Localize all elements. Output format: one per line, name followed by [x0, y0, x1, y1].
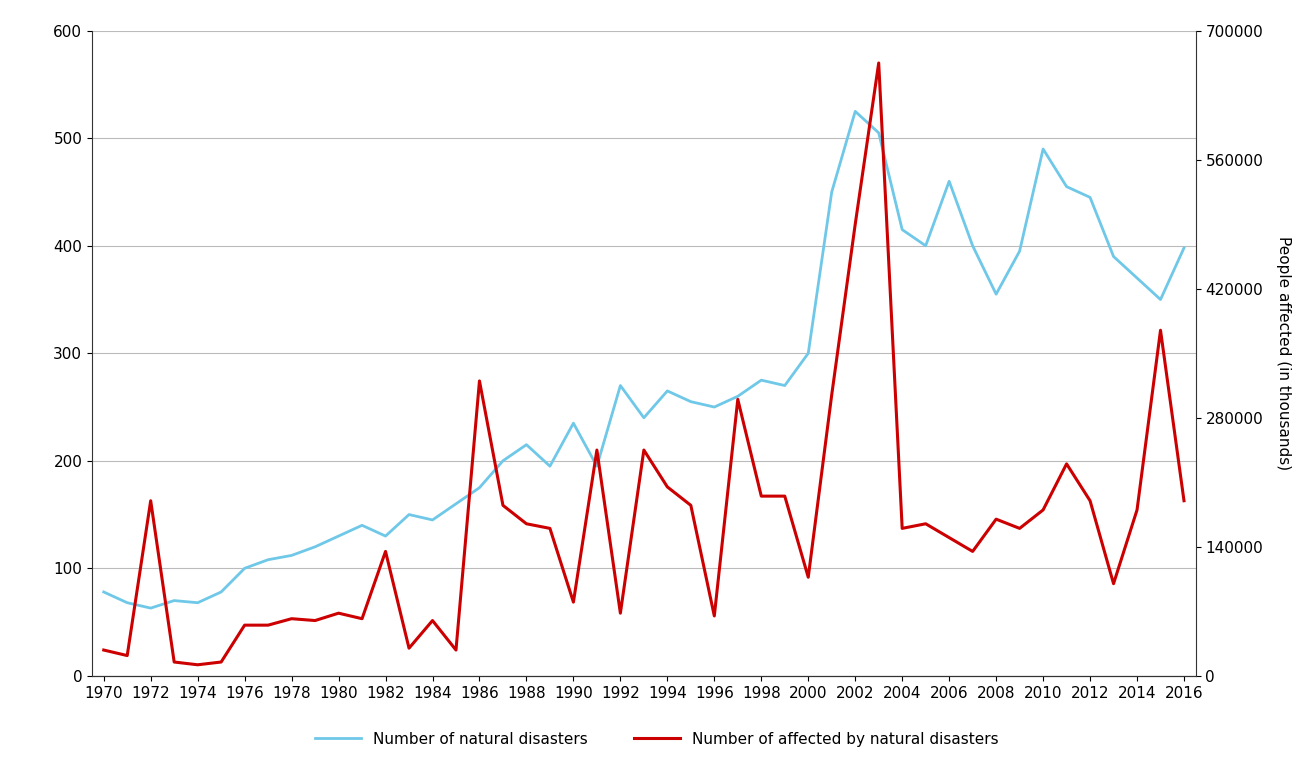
Number of natural disasters: [1176, 243, 1192, 253]
Number of natural disasters: [260, 555, 276, 564]
Number of natural disasters: [143, 604, 159, 613]
Number of affected by natural disasters: [660, 482, 675, 492]
Number of affected by natural disasters: [448, 645, 464, 654]
Number of affected by natural disasters: [1059, 459, 1075, 468]
Number of natural disasters: [96, 588, 112, 597]
Number of affected by natural disasters: [1176, 496, 1192, 505]
Number of affected by natural disasters: [636, 445, 652, 455]
Number of natural disasters: [1083, 193, 1099, 202]
Number of natural disasters: [495, 456, 511, 465]
Number of affected by natural disasters: [331, 608, 347, 617]
Number of natural disasters: [1152, 295, 1168, 304]
Number of affected by natural disasters: [988, 515, 1004, 524]
Number of affected by natural disasters: [167, 657, 183, 667]
Number of affected by natural disasters: [213, 657, 229, 667]
Number of natural disasters: [1012, 247, 1028, 256]
Number of affected by natural disasters: [800, 573, 816, 582]
Number of affected by natural disasters: [1035, 505, 1051, 515]
Number of affected by natural disasters: [895, 524, 911, 533]
Number of affected by natural disasters: [612, 608, 628, 617]
Number of affected by natural disasters: [1129, 505, 1144, 515]
Number of natural disasters: [167, 596, 183, 605]
Number of natural disasters: [941, 177, 957, 186]
Legend: Number of natural disasters, Number of affected by natural disasters: Number of natural disasters, Number of a…: [309, 726, 1005, 753]
Number of natural disasters: [189, 598, 205, 607]
Number of affected by natural disasters: [824, 390, 840, 399]
Number of natural disasters: [1129, 273, 1144, 283]
Number of natural disasters: [988, 290, 1004, 299]
Number of affected by natural disasters: [777, 492, 792, 501]
Number of natural disasters: [519, 440, 535, 449]
Number of affected by natural disasters: [589, 445, 604, 455]
Number of natural disasters: [237, 564, 252, 573]
Number of affected by natural disasters: [143, 496, 159, 505]
Number of natural disasters: [424, 515, 440, 525]
Number of natural disasters: [895, 225, 911, 234]
Number of affected by natural disasters: [260, 621, 276, 630]
Number of affected by natural disasters: [848, 220, 863, 229]
Number of affected by natural disasters: [543, 524, 558, 533]
Number of natural disasters: [284, 551, 300, 560]
Number of natural disasters: [683, 397, 699, 406]
Number of affected by natural disasters: [1083, 496, 1099, 505]
Number of natural disasters: [871, 128, 887, 137]
Number of natural disasters: [307, 542, 323, 551]
Number of natural disasters: [917, 241, 933, 250]
Number of natural disasters: [448, 499, 464, 508]
Number of affected by natural disasters: [401, 644, 417, 653]
Number of natural disasters: [331, 531, 347, 541]
Number of natural disasters: [1059, 182, 1075, 191]
Number of natural disasters: [707, 402, 723, 412]
Number of natural disasters: [848, 107, 863, 116]
Number of natural disasters: [472, 483, 487, 492]
Line: Number of affected by natural disasters: Number of affected by natural disasters: [104, 63, 1184, 665]
Number of affected by natural disasters: [917, 519, 933, 528]
Y-axis label: People affected (in thousands): People affected (in thousands): [1276, 237, 1292, 470]
Number of natural disasters: [589, 462, 604, 471]
Number of affected by natural disasters: [964, 547, 980, 556]
Number of affected by natural disasters: [237, 621, 252, 630]
Line: Number of natural disasters: Number of natural disasters: [104, 111, 1184, 608]
Number of affected by natural disasters: [96, 645, 112, 654]
Number of affected by natural disasters: [120, 651, 135, 660]
Number of natural disasters: [964, 241, 980, 250]
Number of natural disasters: [543, 462, 558, 471]
Number of natural disasters: [565, 419, 581, 428]
Number of natural disasters: [612, 381, 628, 390]
Number of natural disasters: [660, 386, 675, 396]
Number of natural disasters: [636, 413, 652, 422]
Number of natural disasters: [824, 187, 840, 197]
Number of affected by natural disasters: [284, 614, 300, 624]
Number of natural disasters: [1105, 252, 1121, 261]
Number of natural disasters: [355, 521, 371, 530]
Number of affected by natural disasters: [1012, 524, 1028, 533]
Number of affected by natural disasters: [519, 519, 535, 528]
Number of affected by natural disasters: [424, 616, 440, 625]
Number of affected by natural disasters: [1105, 579, 1121, 588]
Number of natural disasters: [777, 381, 792, 390]
Number of natural disasters: [1035, 144, 1051, 154]
Number of affected by natural disasters: [871, 58, 887, 68]
Number of affected by natural disasters: [189, 660, 205, 670]
Number of affected by natural disasters: [683, 501, 699, 510]
Number of affected by natural disasters: [753, 492, 769, 501]
Number of natural disasters: [213, 588, 229, 597]
Number of affected by natural disasters: [565, 598, 581, 607]
Number of natural disasters: [377, 531, 393, 541]
Number of affected by natural disasters: [707, 611, 723, 621]
Number of affected by natural disasters: [355, 614, 371, 624]
Number of natural disasters: [401, 510, 417, 519]
Number of affected by natural disasters: [729, 395, 745, 404]
Number of natural disasters: [753, 376, 769, 385]
Number of natural disasters: [800, 349, 816, 358]
Number of affected by natural disasters: [307, 616, 323, 625]
Number of affected by natural disasters: [472, 376, 487, 386]
Number of affected by natural disasters: [941, 533, 957, 542]
Number of affected by natural disasters: [1152, 326, 1168, 335]
Number of natural disasters: [120, 598, 135, 607]
Number of affected by natural disasters: [377, 547, 393, 556]
Number of affected by natural disasters: [495, 501, 511, 510]
Number of natural disasters: [729, 392, 745, 401]
